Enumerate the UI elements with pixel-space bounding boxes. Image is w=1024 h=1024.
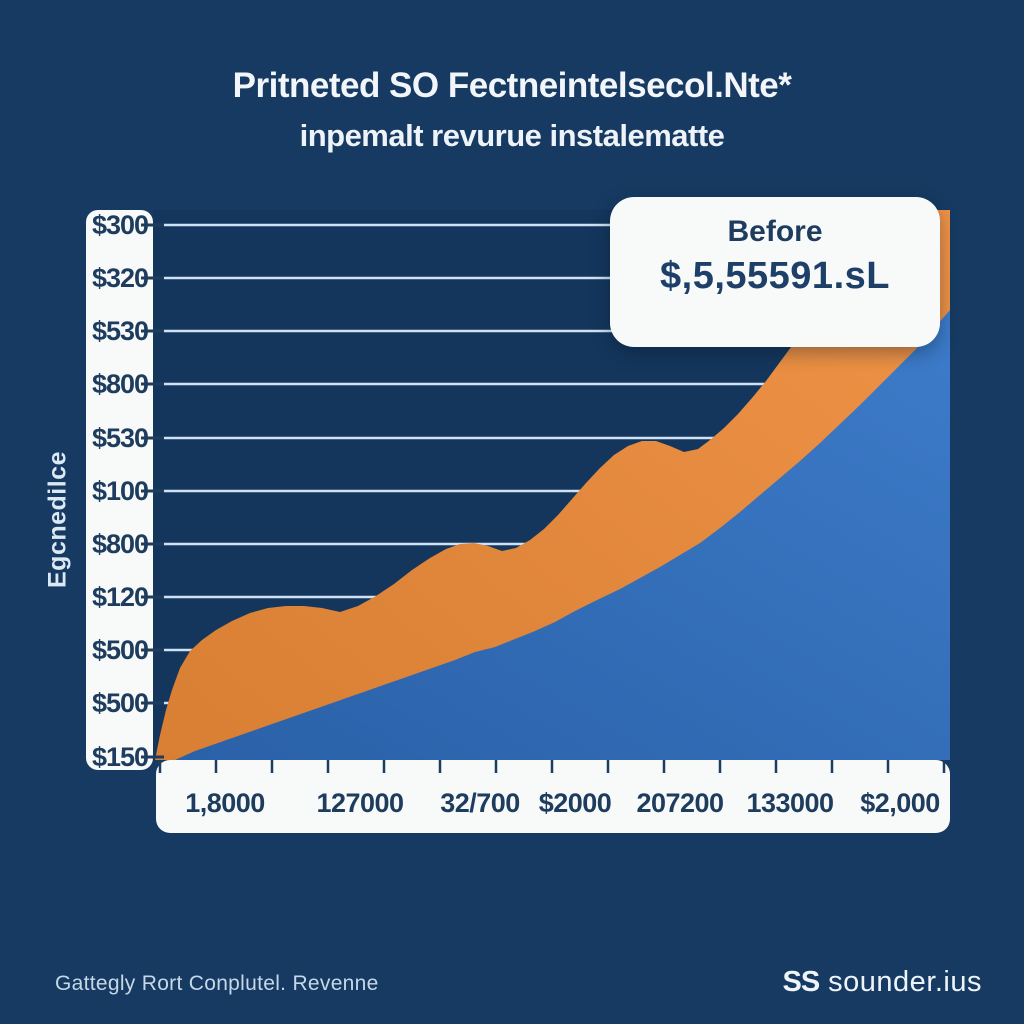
y-axis-tick-label: $300 [92, 210, 149, 240]
callout-label: Before [727, 215, 823, 248]
y-axis-tick-label: $500 [92, 635, 149, 665]
y-axis-tick-label: $150 [92, 742, 149, 772]
x-axis-tick-label: $2,000 [860, 788, 940, 818]
x-axis-tick-label: 1,8000 [185, 788, 265, 818]
blue-area-series [175, 310, 950, 760]
callout-value: $,5,55591.sL [660, 255, 890, 297]
y-axis-tick-label: $800 [92, 369, 149, 399]
before-callout-card: Before $,5,55591.sL [610, 197, 940, 347]
y-axis-tick-label: $530 [92, 316, 149, 346]
y-axis-tick-label: $100 [92, 476, 149, 506]
y-axis-label-panel [86, 210, 153, 770]
x-axis-tick-label: 32/700 [440, 788, 520, 818]
x-axis-tick-label: 127000 [316, 788, 404, 818]
x-axis-tick-label: 133000 [746, 788, 834, 818]
y-axis-tick-label: $530 [92, 423, 149, 453]
y-axis-ticks [141, 223, 164, 759]
x-axis-tick-label: $2000 [538, 788, 612, 818]
footer-caption: Gattegly Rort Conplutel. Revenne [55, 972, 379, 995]
y-axis-tick-label: $800 [92, 529, 149, 559]
chart-subtitle: inpemalt revurue instalematte [299, 118, 725, 153]
brand-logo: SS sounder.ius [782, 966, 982, 999]
brand-name: sounder.ius [828, 966, 982, 998]
y-axis-tick-label: $120 [92, 582, 149, 612]
y-axis-tick-label: $500 [92, 688, 149, 718]
x-axis-label-panel [156, 760, 950, 833]
x-axis-ticks [158, 760, 946, 773]
y-axis-tick-label: $320 [92, 263, 149, 293]
brand-mark: SS [782, 966, 820, 998]
x-axis-tick-label: 207200 [636, 788, 724, 818]
chart-title: Pritneted SO Fectneintelsecol.Nte* [232, 66, 792, 105]
